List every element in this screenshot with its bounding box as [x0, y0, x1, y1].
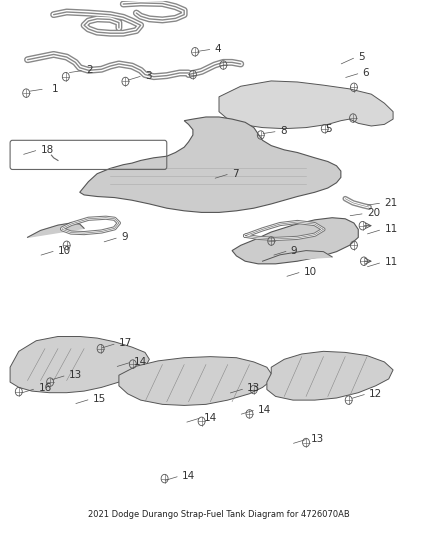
PathPatch shape — [267, 351, 393, 400]
Text: 8: 8 — [280, 126, 286, 136]
Text: 9: 9 — [121, 232, 128, 243]
PathPatch shape — [219, 81, 393, 128]
Text: 13: 13 — [247, 383, 261, 393]
Text: 14: 14 — [134, 357, 147, 367]
Text: 16: 16 — [39, 383, 52, 393]
Text: 13: 13 — [311, 434, 324, 444]
Text: 5: 5 — [325, 124, 332, 134]
PathPatch shape — [232, 217, 358, 264]
Text: 14: 14 — [204, 413, 217, 423]
Text: 15: 15 — [93, 394, 106, 404]
PathPatch shape — [119, 357, 271, 406]
Text: 18: 18 — [41, 145, 54, 155]
Text: 3: 3 — [145, 70, 152, 80]
PathPatch shape — [80, 117, 341, 213]
Text: 1: 1 — [51, 84, 58, 94]
Text: 6: 6 — [363, 68, 369, 78]
Text: 10: 10 — [304, 267, 317, 277]
Text: 9: 9 — [291, 246, 297, 256]
Text: 2021 Dodge Durango Strap-Fuel Tank Diagram for 4726070AB: 2021 Dodge Durango Strap-Fuel Tank Diagr… — [88, 510, 350, 519]
PathPatch shape — [10, 336, 149, 393]
Polygon shape — [28, 223, 84, 237]
Text: 14: 14 — [258, 405, 272, 415]
Text: 12: 12 — [369, 389, 382, 399]
Text: 20: 20 — [367, 208, 380, 219]
Text: 4: 4 — [215, 44, 221, 54]
Text: 10: 10 — [58, 246, 71, 256]
Text: 5: 5 — [358, 52, 365, 62]
Text: 11: 11 — [385, 257, 398, 267]
Text: 2: 2 — [86, 66, 93, 75]
Text: 11: 11 — [385, 224, 398, 235]
Text: 17: 17 — [119, 338, 132, 349]
Text: 21: 21 — [385, 198, 398, 208]
Text: 14: 14 — [182, 471, 195, 481]
Text: 13: 13 — [69, 370, 82, 380]
Text: 7: 7 — [232, 169, 239, 179]
Polygon shape — [262, 251, 332, 261]
